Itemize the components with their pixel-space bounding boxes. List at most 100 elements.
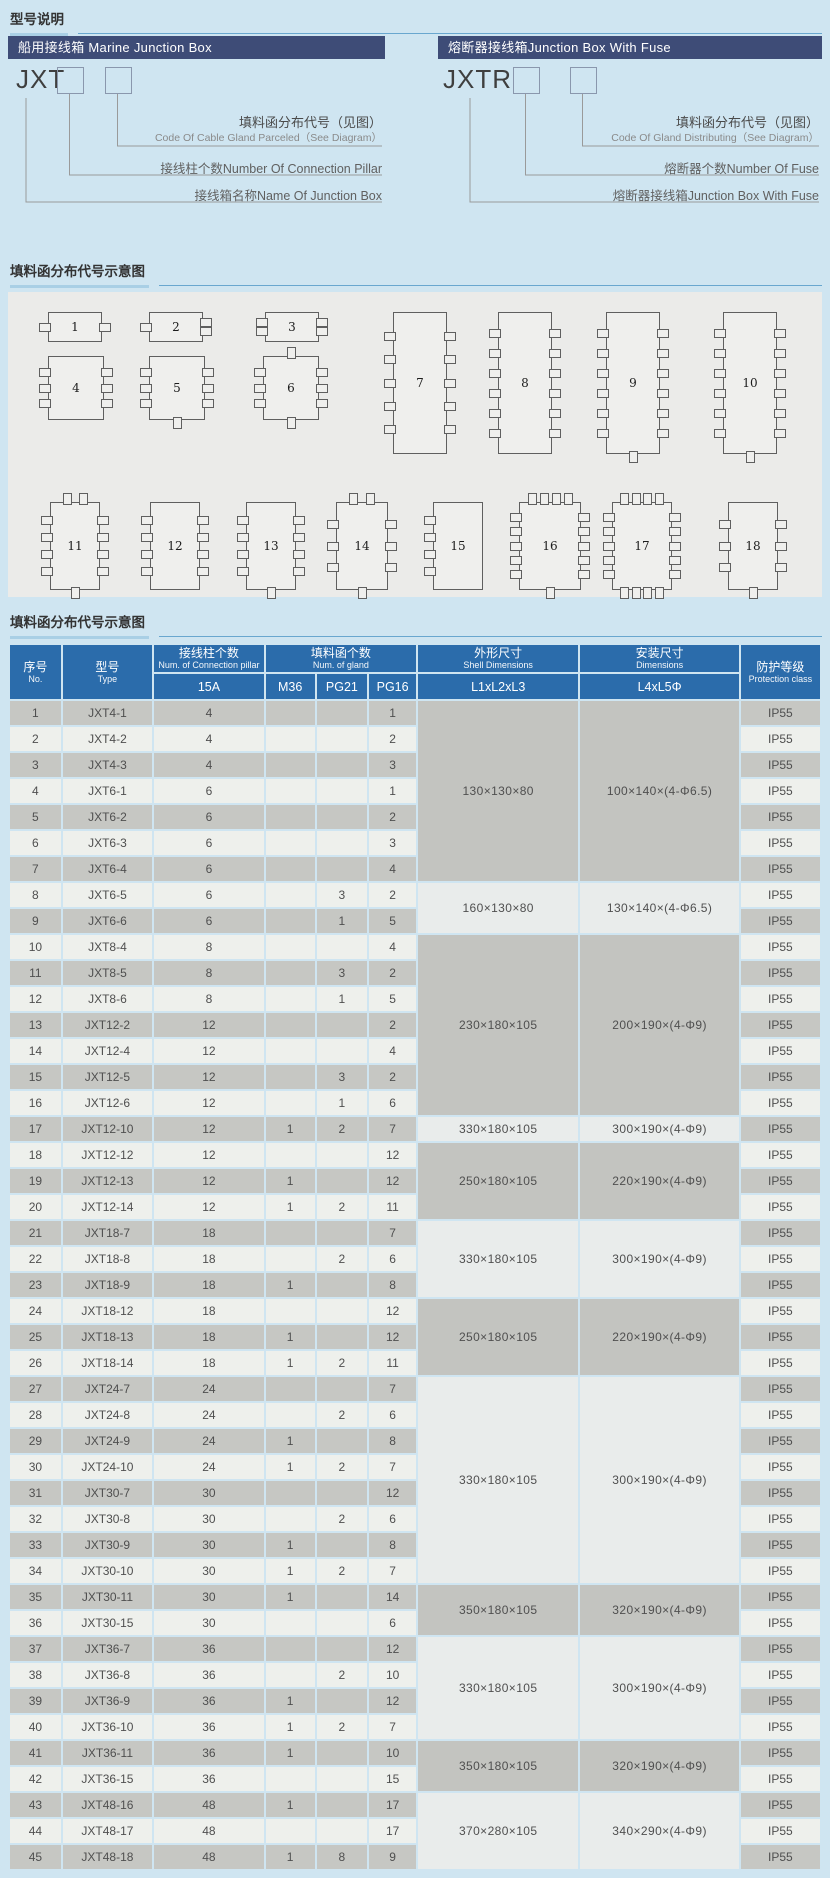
cell-protection: IP55 — [740, 1637, 820, 1661]
diagram-box-number: 18 — [745, 539, 761, 553]
cell-no: 35 — [10, 1585, 61, 1609]
gland-tab — [657, 428, 669, 438]
cell-no: 41 — [10, 1741, 61, 1765]
gland-tab — [597, 388, 609, 398]
col-header-shell-group: 外形尺寸 Shell Dimensions — [417, 645, 579, 672]
cell-m36 — [265, 1403, 315, 1427]
cell-protection: IP55 — [740, 1169, 820, 1193]
cell-pg21 — [316, 1637, 368, 1661]
gland-tab — [578, 570, 590, 580]
gland-tab — [643, 587, 653, 599]
gland-tab — [237, 532, 249, 542]
spec-row-4: 4 JXT6-1 6 1 IP55 — [10, 779, 820, 803]
cell-no: 1 — [10, 701, 61, 725]
diagram-box-number: 2 — [172, 320, 180, 334]
cell-pg21 — [316, 1689, 368, 1713]
gland-tab — [39, 322, 51, 332]
cell-type: JXT18-13 — [62, 1325, 153, 1349]
gland-tab — [775, 541, 787, 551]
cell-mount: 320×190×(4-Φ9) — [580, 1741, 739, 1791]
cell-15a: 36 — [154, 1741, 264, 1765]
gland-tab — [714, 388, 726, 398]
cell-type: JXT30-9 — [62, 1533, 153, 1557]
cell-m36 — [265, 1637, 315, 1661]
spec-row-28: 28 JXT24-8 24 2 6 IP55 — [10, 1403, 820, 1427]
gland-tab — [424, 567, 436, 577]
cell-no: 17 — [10, 1117, 61, 1141]
cell-pg21 — [316, 831, 368, 855]
cell-protection: IP55 — [740, 753, 820, 777]
diagram-box-number: 7 — [416, 376, 424, 390]
gland-tab — [603, 541, 615, 551]
gland-tab — [266, 587, 276, 599]
spec-row-25: 25 JXT18-13 18 1 12 IP55 — [10, 1325, 820, 1349]
col-header-pillar-group: 接线柱个数 Num. of Connection pillar — [154, 645, 264, 672]
gland-tab — [631, 493, 641, 505]
col-subheader-pg16: PG16 — [369, 674, 416, 699]
cell-shell: 250×180×105 — [417, 1143, 579, 1219]
cell-protection: IP55 — [740, 961, 820, 985]
col-subheader-15a: 15A — [154, 674, 264, 699]
gland-tab — [597, 368, 609, 378]
cell-15a: 36 — [154, 1715, 264, 1739]
cell-pg16: 17 — [369, 1793, 416, 1817]
cell-pg21: 3 — [316, 883, 368, 907]
cell-no: 10 — [10, 935, 61, 959]
cell-no: 37 — [10, 1637, 61, 1661]
cell-m36 — [265, 805, 315, 829]
spec-row-14: 14 JXT12-4 12 4 IP55 — [10, 1039, 820, 1063]
cell-protection: IP55 — [740, 1845, 820, 1869]
cell-pg21: 2 — [316, 1507, 368, 1531]
gland-tab — [620, 587, 630, 599]
gland-tab — [385, 520, 397, 529]
gland-tab — [202, 368, 214, 377]
gland-tab — [197, 550, 209, 560]
cell-type: JXT36-11 — [62, 1741, 153, 1765]
cell-type: JXT36-10 — [62, 1715, 153, 1739]
cell-type: JXT36-9 — [62, 1689, 153, 1713]
diagram-box-1: 1 — [39, 312, 111, 342]
cell-pg16: 11 — [369, 1351, 416, 1375]
cell-15a: 12 — [154, 1117, 264, 1141]
col-subheader-m36: M36 — [265, 674, 315, 699]
cell-no: 32 — [10, 1507, 61, 1531]
cell-pg21 — [316, 1585, 368, 1609]
gland-tab — [510, 541, 522, 551]
gland-tab — [549, 388, 561, 398]
cell-m36 — [265, 1143, 315, 1167]
gland-tab — [643, 493, 653, 505]
cell-mount: 200×190×(4-Φ9) — [580, 935, 739, 1115]
cell-mount: 100×140×(4-Φ6.5) — [580, 701, 739, 881]
cell-pg21: 2 — [316, 1117, 368, 1141]
gland-tab — [286, 347, 296, 359]
cell-pg21 — [316, 857, 368, 881]
cell-type: JXT30-15 — [62, 1611, 153, 1635]
gland-tab — [316, 368, 328, 377]
cell-pg21: 3 — [316, 1065, 368, 1089]
cell-pg21 — [316, 1221, 368, 1245]
gland-tab — [657, 348, 669, 358]
cell-15a: 12 — [154, 1169, 264, 1193]
cell-pg21: 2 — [316, 1195, 368, 1219]
cell-type: JXT8-6 — [62, 987, 153, 1011]
cell-shell: 330×180×105 — [417, 1377, 579, 1583]
spec-row-34: 34 JXT30-10 30 1 2 7 IP55 — [10, 1559, 820, 1583]
cell-no: 15 — [10, 1065, 61, 1089]
cell-type: JXT12-4 — [62, 1039, 153, 1063]
gland-tab — [197, 532, 209, 542]
cell-pg21 — [316, 1039, 368, 1063]
cell-type: JXT36-15 — [62, 1767, 153, 1791]
cell-pg16: 6 — [369, 1611, 416, 1635]
code-digit-box — [105, 67, 132, 94]
cell-no: 3 — [10, 753, 61, 777]
gland-tab — [140, 368, 152, 377]
gland-tab — [293, 567, 305, 577]
gland-tab — [41, 515, 53, 525]
gland-tab — [101, 368, 113, 377]
cell-pg16: 12 — [369, 1689, 416, 1713]
gland-tab — [327, 563, 339, 572]
gland-tab — [444, 331, 456, 341]
gland-tab — [669, 527, 681, 537]
cell-pg21: 2 — [316, 1663, 368, 1687]
